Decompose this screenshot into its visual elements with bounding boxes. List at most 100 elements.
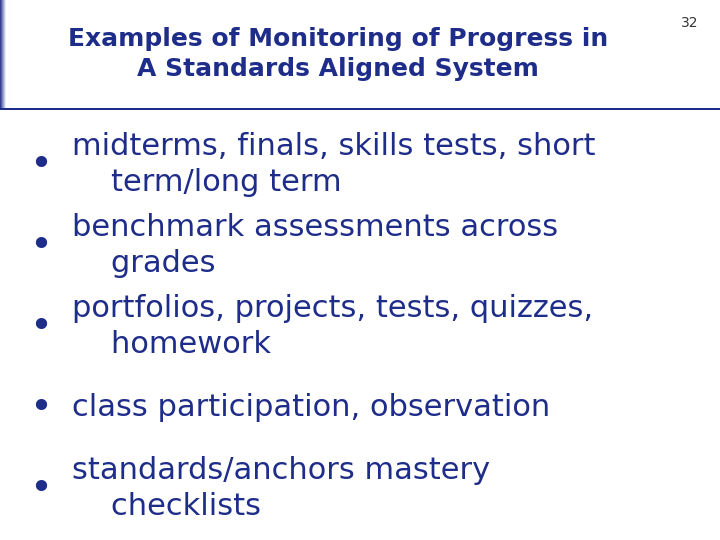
- Bar: [5, 0, 12, 108]
- Bar: [3, 0, 9, 108]
- Bar: [6, 0, 12, 108]
- Bar: [1, 0, 8, 108]
- Bar: [1, 0, 7, 108]
- Bar: [4, 0, 11, 108]
- Bar: [4, 0, 12, 108]
- Bar: [1, 0, 8, 108]
- Bar: [1, 0, 7, 108]
- Bar: [4, 0, 11, 108]
- Bar: [4, 0, 11, 108]
- Bar: [3, 0, 9, 108]
- Bar: [1, 0, 9, 108]
- Bar: [1, 0, 8, 108]
- Bar: [4, 0, 10, 108]
- Bar: [5, 0, 12, 108]
- Bar: [4, 0, 11, 108]
- Bar: [3, 0, 10, 108]
- Bar: [3, 0, 9, 108]
- Bar: [4, 0, 10, 108]
- Bar: [0, 0, 6, 108]
- Bar: [4, 0, 11, 108]
- Bar: [1, 0, 8, 108]
- Bar: [1, 0, 8, 108]
- Text: benchmark assessments across
    grades: benchmark assessments across grades: [72, 213, 558, 278]
- Text: 32: 32: [681, 16, 698, 30]
- Bar: [2, 0, 9, 108]
- Bar: [3, 0, 9, 108]
- Bar: [4, 0, 10, 108]
- Bar: [4, 0, 10, 108]
- Bar: [0, 0, 7, 108]
- Bar: [2, 0, 9, 108]
- Bar: [4, 0, 10, 108]
- Bar: [1, 0, 9, 108]
- Bar: [1, 0, 8, 108]
- Bar: [3, 0, 9, 108]
- Bar: [1, 0, 8, 108]
- Bar: [0, 0, 7, 108]
- Text: •: •: [29, 470, 52, 508]
- Bar: [2, 0, 9, 108]
- Bar: [1, 0, 8, 108]
- Bar: [1, 0, 9, 108]
- Bar: [5, 0, 12, 108]
- Text: •: •: [29, 146, 52, 184]
- Bar: [2, 0, 9, 108]
- Bar: [2, 0, 9, 108]
- Bar: [4, 0, 12, 108]
- Bar: [3, 0, 10, 108]
- Bar: [4, 0, 12, 108]
- Bar: [3, 0, 9, 108]
- Bar: [4, 0, 11, 108]
- Bar: [4, 0, 11, 108]
- Bar: [1, 0, 8, 108]
- Bar: [0, 108, 720, 110]
- Bar: [1, 0, 8, 108]
- Bar: [4, 0, 10, 108]
- Text: •: •: [29, 227, 52, 265]
- Bar: [4, 0, 12, 108]
- Bar: [6, 0, 13, 108]
- Bar: [5, 0, 12, 108]
- Bar: [5, 0, 12, 108]
- Bar: [0, 0, 7, 108]
- Bar: [1, 0, 8, 108]
- Text: portfolios, projects, tests, quizzes,
    homework: portfolios, projects, tests, quizzes, ho…: [72, 294, 593, 359]
- Bar: [3, 0, 10, 108]
- Text: Examples of Monitoring of Progress in
A Standards Aligned System: Examples of Monitoring of Progress in A …: [68, 27, 608, 81]
- Bar: [4, 0, 11, 108]
- Bar: [6, 0, 12, 108]
- Bar: [6, 0, 12, 108]
- Bar: [4, 0, 12, 108]
- Bar: [6, 0, 12, 108]
- Bar: [0, 0, 7, 108]
- Bar: [1, 0, 7, 108]
- Text: midterms, finals, skills tests, short
    term/long term: midterms, finals, skills tests, short te…: [72, 132, 595, 197]
- Bar: [2, 0, 9, 108]
- Bar: [4, 0, 11, 108]
- Bar: [5, 0, 12, 108]
- Bar: [1, 0, 8, 108]
- Bar: [3, 0, 9, 108]
- Bar: [1, 0, 8, 108]
- Bar: [1, 0, 9, 108]
- Bar: [2, 0, 9, 108]
- Bar: [6, 0, 12, 108]
- Bar: [4, 0, 11, 108]
- Bar: [1, 0, 7, 108]
- Bar: [4, 0, 11, 108]
- Bar: [2, 0, 9, 108]
- Bar: [4, 0, 11, 108]
- Bar: [1, 0, 7, 108]
- Text: •: •: [29, 389, 52, 427]
- Bar: [2, 0, 9, 108]
- Bar: [1, 0, 8, 108]
- Bar: [5, 0, 12, 108]
- Bar: [1, 0, 8, 108]
- Bar: [5, 0, 12, 108]
- Bar: [4, 0, 10, 108]
- Bar: [6, 0, 12, 108]
- Bar: [4, 0, 11, 108]
- Bar: [1, 0, 7, 108]
- Bar: [3, 0, 9, 108]
